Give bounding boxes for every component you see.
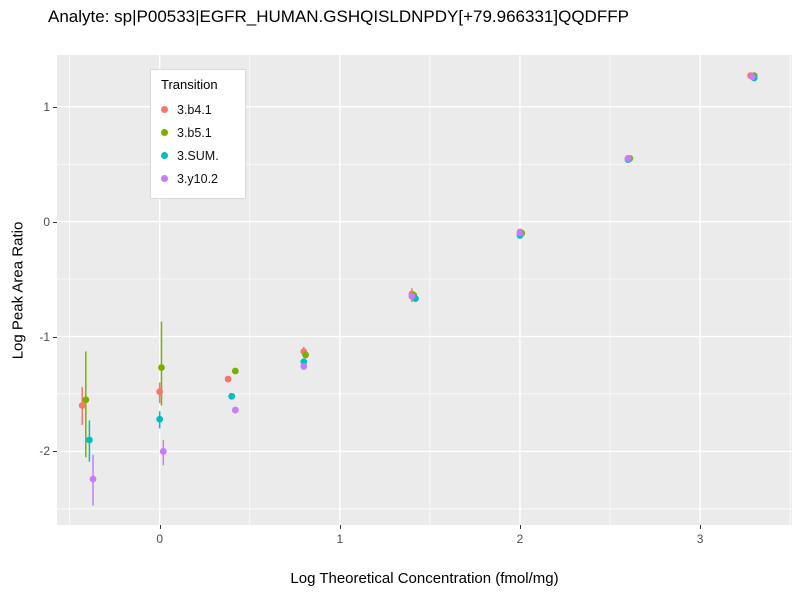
data-point: [156, 415, 164, 423]
data-point: [516, 229, 524, 237]
legend-key-dot: [161, 175, 168, 182]
data-point: [300, 363, 308, 370]
y-tick-mark: [53, 106, 57, 108]
y-tick-mark: [53, 221, 57, 223]
x-tick-mark: [519, 525, 521, 529]
x-axis-title: Log Theoretical Concentration (fmol/mg): [290, 570, 559, 587]
legend-item-3.SUM.: 3.SUM.: [161, 144, 235, 167]
data-point: [228, 392, 236, 400]
y-tick-label: -1: [39, 329, 50, 344]
x-tick-mark: [700, 525, 702, 529]
data-point: [224, 375, 232, 383]
y-tick-label: -2: [39, 444, 50, 459]
legend-item-3.b4.1: 3.b4.1: [161, 98, 235, 121]
data-point: [78, 402, 86, 409]
data-point: [624, 155, 632, 162]
legend-key-dot: [161, 129, 168, 136]
data-point: [231, 406, 239, 414]
x-tick-label: 2: [516, 532, 524, 546]
data-point: [158, 364, 165, 371]
y-tick-label: 0: [43, 214, 50, 229]
data-point: [302, 351, 310, 359]
y-tick-mark: [53, 336, 57, 338]
legend-item-label: 3.y10.2: [177, 171, 219, 186]
legend-item-label: 3.SUM.: [177, 148, 219, 163]
data-point: [408, 292, 416, 300]
legend-item-3.y10.2: 3.y10.2: [161, 167, 235, 190]
legend: Transition 3.b4.1 3.b5.1 3.SUM. 3.y10.2: [150, 69, 246, 199]
legend-item-label: 3.b5.1: [177, 125, 212, 140]
x-tick-mark: [339, 525, 341, 529]
y-axis-title: Log Peak Area Ratio: [9, 221, 27, 360]
y-tick-mark: [53, 451, 57, 453]
legend-title: Transition: [161, 77, 218, 92]
plot-area: Transition 3.b4.1 3.b5.1 3.SUM. 3.y10.2: [57, 55, 792, 525]
legend-items: 3.b4.1 3.b5.1 3.SUM. 3.y10.2: [161, 98, 235, 190]
data-point: [156, 388, 164, 396]
data-point: [86, 436, 93, 444]
x-tick-label: 0: [156, 532, 164, 546]
legend-key-dot: [161, 106, 168, 113]
y-tick-label: 1: [43, 99, 50, 114]
x-tick-mark: [159, 525, 161, 529]
data-point: [89, 475, 97, 483]
plot-svg: [57, 55, 792, 525]
data-point: [159, 448, 167, 455]
data-point: [748, 73, 756, 81]
legend-item-label: 3.b4.1: [177, 102, 212, 117]
legend-item-3.b5.1: 3.b5.1: [161, 121, 235, 144]
legend-key-dot: [161, 152, 168, 159]
data-point: [231, 367, 239, 375]
x-tick-label: 1: [336, 532, 344, 546]
chart-title: Analyte: sp|P00533|EGFR_HUMAN.GSHQISLDNP…: [48, 7, 629, 26]
data-point: [82, 396, 90, 404]
x-tick-label: 3: [696, 532, 704, 546]
